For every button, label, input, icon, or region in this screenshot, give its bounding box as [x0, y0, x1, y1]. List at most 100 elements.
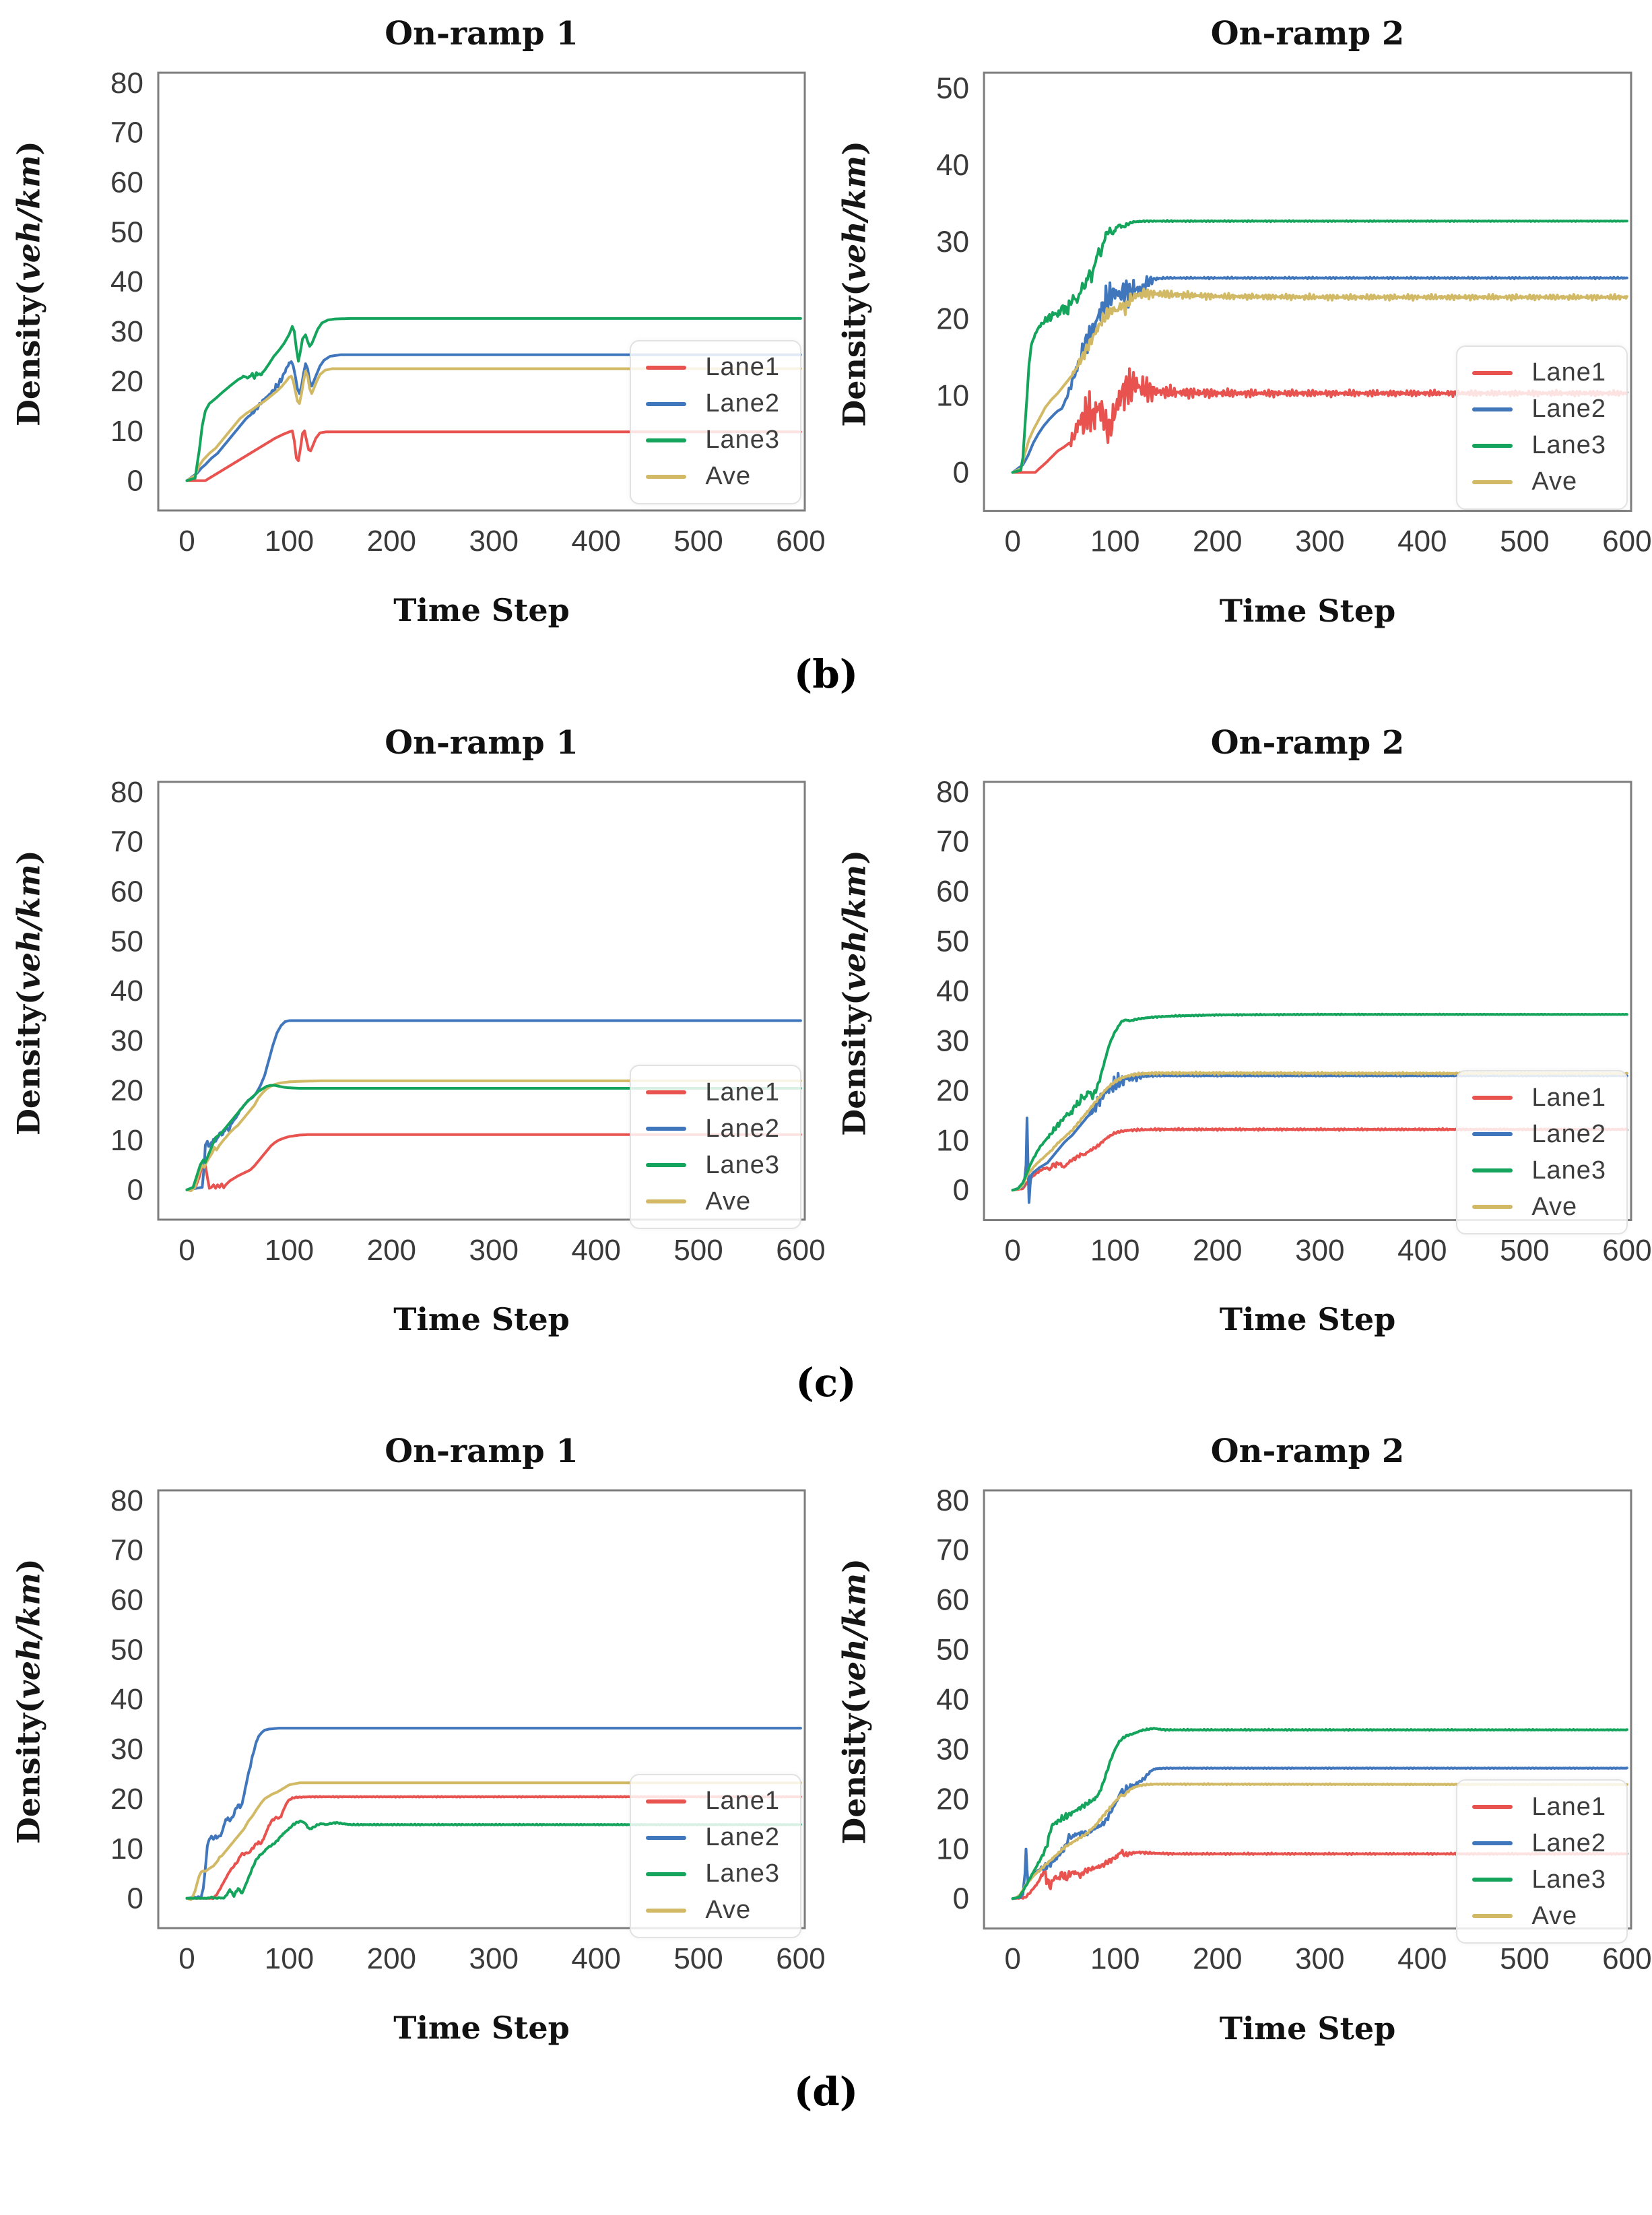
- legend-item-lane1: Lane1: [646, 350, 780, 386]
- x-tick-label: 100: [1090, 1234, 1139, 1267]
- legend-label: Lane2: [1531, 1119, 1606, 1148]
- series-lane3: [185, 317, 802, 482]
- x-axis-label: Time Step: [393, 592, 570, 628]
- y-tick-label: 10: [936, 1124, 969, 1157]
- chart-panel-c-onramp2: On-ramp 2 Density(veh/km) 0 10 20 30 40 50 60 7…: [826, 719, 1652, 1351]
- x-tick-label: 400: [571, 1942, 620, 1975]
- legend-item-lane1: Lane1: [646, 1783, 780, 1820]
- x-tick-label: 0: [178, 1234, 195, 1267]
- legend-line-swatch: [1472, 1096, 1513, 1100]
- chart-panel-c-onramp1: On-ramp 1 Density(veh/km) 0 10 20 30 40 50 60 7…: [0, 719, 826, 1351]
- chart-panel-b-onramp1: On-ramp 1 Density(veh/km) 0 10 20 30 40 50 60 7…: [0, 9, 826, 642]
- x-tick-label: 100: [265, 1942, 314, 1975]
- y-tick-label: 10: [936, 1833, 969, 1866]
- legend-line-swatch: [646, 365, 687, 370]
- plot-area: 0 10 20 30 40 50 60 70 80 0 100 200 300 400 500 600 Lan…: [883, 1476, 1652, 2008]
- y-tick-label: 80: [936, 1484, 969, 1517]
- legend-item-lane3: Lane3: [1472, 1152, 1606, 1189]
- x-tick-label: 0: [178, 1942, 195, 1975]
- y-tick-label: 20: [936, 1074, 969, 1107]
- legend-line-swatch: [1472, 480, 1513, 484]
- legend-item-lane2: Lane2: [1472, 391, 1606, 428]
- series-lane2: [185, 1727, 802, 1900]
- legend: Lane1 Lane2 Lane3 Ave: [630, 1773, 801, 1938]
- plot-area: 0 10 20 30 40 50 60 70 80 0 100 200 300 400 500 600 Lan…: [57, 58, 826, 590]
- x-tick-label: 400: [1397, 1943, 1447, 1976]
- y-axis-label-part: Density(: [10, 990, 47, 1135]
- legend-item-lane1: Lane1: [646, 1074, 780, 1111]
- y-tick-label: 50: [110, 216, 143, 249]
- y-axis-label-part: Density(: [10, 281, 47, 427]
- x-tick-label: 0: [1004, 1234, 1020, 1267]
- x-tick-label: 200: [367, 525, 416, 558]
- x-tick-label: 600: [776, 1942, 825, 1975]
- legend-item-lane2: Lane2: [646, 1820, 780, 1856]
- y-tick-label: 20: [110, 1074, 143, 1107]
- row-d: On-ramp 1 Density(veh/km) 0 10 20 30 40 50 60 7…: [0, 1427, 1652, 2059]
- legend-label: Lane1: [1531, 1083, 1606, 1112]
- y-tick-label: 60: [936, 875, 969, 908]
- legend-item-lane2: Lane2: [1472, 1825, 1606, 1861]
- x-axis-label: Time Step: [1219, 2010, 1396, 2047]
- y-tick-label: 0: [127, 465, 143, 498]
- y-tick-label: 20: [936, 1783, 969, 1816]
- y-tick-label: 50: [110, 1634, 143, 1667]
- y-tick-label: 40: [936, 1684, 969, 1717]
- y-tick-label: 80: [110, 67, 143, 100]
- y-tick-label: 40: [936, 149, 969, 182]
- y-tick-label: 70: [936, 825, 969, 858]
- legend-label: Ave: [1531, 1192, 1578, 1221]
- y-axis-label-part: veh/km: [10, 1573, 47, 1699]
- y-tick-label: 30: [936, 1024, 969, 1057]
- y-tick-label: 50: [936, 1634, 969, 1667]
- legend-label: Lane2: [1531, 395, 1606, 424]
- y-tick-label: 50: [110, 925, 143, 958]
- y-tick-label: 80: [110, 1484, 143, 1517]
- plot-frame: [157, 781, 806, 1221]
- chart-panel-d-onramp2: On-ramp 2 Density(veh/km) 0 10 20 30 40 50 60 7…: [826, 1427, 1652, 2059]
- y-tick-label: 50: [936, 925, 969, 958]
- chart-panel-b-onramp2: On-ramp 2 Density(veh/km) 0 10 20 30 40 50 0 10…: [826, 9, 1652, 642]
- legend-label: Lane1: [705, 1787, 780, 1816]
- legend-item-ave: Ave: [646, 1892, 780, 1929]
- x-tick-label: 500: [673, 525, 723, 558]
- y-tick-label: 0: [127, 1173, 143, 1206]
- x-tick-label: 0: [178, 525, 195, 558]
- series-lane3: [1011, 1727, 1628, 1900]
- legend: Lane1 Lane2 Lane3 Ave: [630, 1065, 801, 1230]
- y-axis-label-part: ): [836, 1558, 873, 1574]
- y-tick-label: 10: [110, 415, 143, 448]
- y-tick-label: 70: [936, 1534, 969, 1567]
- series-lane3: [1011, 219, 1628, 474]
- legend-label: Lane3: [1531, 1156, 1606, 1185]
- x-tick-label: 200: [1193, 1943, 1242, 1976]
- x-tick-label: 500: [673, 1942, 723, 1975]
- series-lane3: [1011, 1012, 1628, 1191]
- plot-area: 0 10 20 30 40 50 60 70 80 0 100 200 300 400 500 600 Lan…: [883, 767, 1652, 1300]
- y-axis-label-part: veh/km: [10, 864, 47, 991]
- series-lane2: [185, 1019, 802, 1191]
- legend-label: Lane1: [1531, 358, 1606, 387]
- legend-label: Lane2: [705, 1114, 780, 1143]
- row-label-d: (d): [793, 2069, 859, 2115]
- legend-label: Lane2: [705, 389, 780, 418]
- legend-label: Ave: [1531, 1901, 1578, 1930]
- legend-label: Ave: [705, 1187, 752, 1216]
- y-axis-label-part: ): [10, 140, 47, 156]
- legend-label: Lane1: [705, 1078, 780, 1106]
- y-tick-label: 20: [110, 1783, 143, 1816]
- x-tick-label: 500: [1500, 1234, 1549, 1267]
- y-tick-label: 40: [110, 1684, 143, 1717]
- legend-line-swatch: [646, 1199, 687, 1204]
- x-axis-label: Time Step: [393, 2010, 570, 2047]
- legend-label: Ave: [705, 1896, 752, 1925]
- y-axis-label: Density(veh/km): [0, 58, 57, 590]
- y-tick-label: 10: [936, 379, 969, 412]
- legend-item-lane3: Lane3: [646, 1147, 780, 1183]
- chart-title: On-ramp 2: [1210, 723, 1405, 762]
- y-axis-label-part: ): [836, 849, 873, 865]
- y-tick-label: 10: [110, 1832, 143, 1865]
- y-tick-label: 30: [110, 315, 143, 348]
- x-tick-label: 500: [1500, 1943, 1549, 1976]
